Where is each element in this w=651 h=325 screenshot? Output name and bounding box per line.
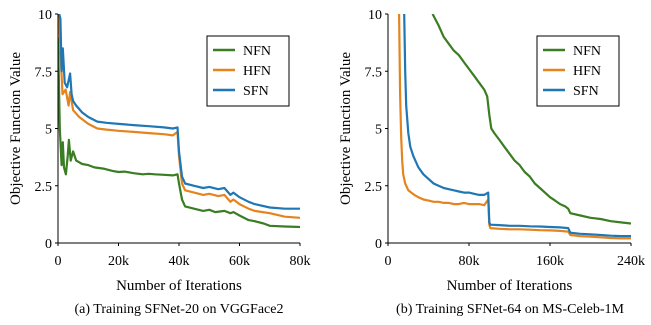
x-tick-label: 240k [617,254,645,269]
x-tick-label: 0 [385,254,392,269]
legend-label-hfn: HFN [243,64,271,79]
y-tick-label: 5 [375,123,382,138]
x-axis-label: Number of Iterations [447,278,573,294]
y-axis-label: Objective Function Value [8,52,24,205]
x-tick-label: 0 [55,254,62,269]
series-line-hfn [398,14,631,240]
legend: NFN HFN SFN [206,35,290,107]
series-line-nfn [58,36,300,229]
x-tick-label: 60k [229,254,250,269]
y-tick-label: 0 [375,237,382,252]
x-tick-label: 160k [536,254,564,269]
legend-label-sfn: SFN [243,84,269,99]
y-tick-label: 0 [45,237,52,252]
legend-label-hfn: HFN [573,64,601,79]
y-axis-label: Objective Function Value [338,52,354,205]
x-tick-label: 80k [459,254,480,269]
y-tick-label: 2.5 [35,180,53,195]
chart-ms-celeb-1m: 0 2.5 5 7.5 10 0 80k 160k 240k Number of Iteratio… [338,8,645,317]
series-group [398,14,631,240]
legend: NFN HFN SFN [536,35,620,107]
series-line-hfn [58,14,300,219]
chart-caption: (b) Training SFNet-64 on MS-Celeb-1M [396,302,624,317]
series-line-sfn [58,14,300,210]
legend-label-nfn: NFN [243,44,271,59]
chart-caption: (a) Training SFNet-20 on VGGFace2 [75,302,284,317]
series-line-sfn [403,14,631,238]
chart-vggface2: 0 2.5 5 7.5 10 0 20k 40k 60k 80k Number of Iterati… [8,8,311,317]
series-line-nfn [431,14,631,225]
y-tick-label: 2.5 [365,180,383,195]
x-tick-label: 20k [108,254,129,269]
legend-label-sfn: SFN [573,84,599,99]
y-tick-label: 10 [368,8,382,23]
y-tick-label: 7.5 [35,65,53,80]
x-tick-label: 40k [169,254,190,269]
y-tick-label: 7.5 [365,65,383,80]
y-tick-label: 5 [45,123,52,138]
x-tick-label: 80k [290,254,311,269]
x-axis-label: Number of Iterations [116,278,242,294]
series-group [58,14,300,229]
y-tick-label: 10 [38,8,52,23]
legend-label-nfn: NFN [573,44,601,59]
